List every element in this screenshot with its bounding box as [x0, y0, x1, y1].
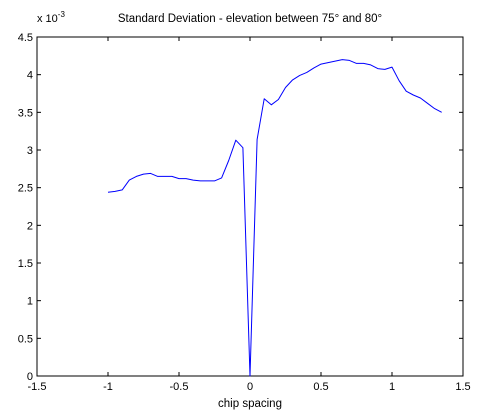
y-tick-label: 0.5 — [18, 333, 33, 345]
x-tick-labels: -1.5 -1 -0.5 0 0.5 1 1.5 — [28, 381, 471, 393]
chart-title: Standard Deviation - elevation between 7… — [118, 13, 382, 25]
series-layer — [107, 59, 442, 377]
y-tick-label: 1.5 — [18, 258, 33, 270]
y-tick-label: 4.5 — [18, 32, 33, 44]
y-tick-label: 3 — [27, 145, 33, 157]
y-tick-label: 3.5 — [18, 107, 33, 119]
series-line — [107, 59, 442, 377]
x-axis-label: chip spacing — [218, 398, 282, 410]
axis-ticks — [36, 36, 464, 377]
x-tick-label: -0.5 — [170, 381, 189, 393]
x-tick-label: 0 — [247, 381, 253, 393]
x-tick-label: 1.5 — [455, 381, 470, 393]
y-tick-label: 0 — [27, 371, 33, 383]
y-tick-label: 4 — [27, 70, 33, 82]
y-tick-label: 2 — [27, 220, 33, 232]
plot-area — [36, 36, 464, 377]
y-scale-factor: x 10-3 — [37, 10, 65, 25]
x-tick-label: -1.5 — [28, 381, 47, 393]
y-tick-label: 1 — [27, 296, 33, 308]
x-tick-label: -1 — [103, 381, 113, 393]
y-scale-base: x 10 — [37, 13, 58, 25]
y-tick-labels: 0 0.5 1 1.5 2 2.5 3 3.5 4 4.5 — [18, 32, 33, 383]
x-tick-label: 1 — [389, 381, 395, 393]
x-tick-label: 0.5 — [313, 381, 328, 393]
y-tick-label: 2.5 — [18, 183, 33, 195]
y-scale-exponent: -3 — [58, 10, 66, 19]
